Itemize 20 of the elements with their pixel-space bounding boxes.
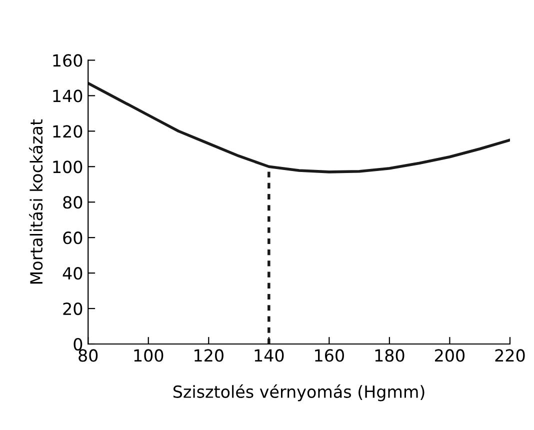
y-axis-title: Mortalitási kockázat xyxy=(29,119,43,284)
y-tick-label: 100 xyxy=(53,160,82,174)
x-axis-title: Szisztolés vérnyomás (Hgmm) xyxy=(173,384,424,402)
x-tick-label: 120 xyxy=(194,349,224,362)
x-tick-label: 100 xyxy=(134,349,164,362)
y-tick-label: 140 xyxy=(53,90,82,102)
x-tick-label: 180 xyxy=(375,349,404,362)
x-tick-label: 200 xyxy=(435,349,465,362)
y-tick-label: 80 xyxy=(63,196,82,209)
y-tick-label: 160 xyxy=(53,54,82,67)
y-tick-label: 120 xyxy=(53,125,82,138)
y-tick-label: 0 xyxy=(74,338,82,351)
y-tick-label: 40 xyxy=(62,267,82,280)
y-tick-label: 60 xyxy=(63,232,82,244)
y-tick-label: 20 xyxy=(63,302,82,316)
x-tick-label: 160 xyxy=(315,349,344,362)
x-tick-label: 80 xyxy=(78,349,98,362)
x-tick-label: 140 xyxy=(254,349,284,362)
line-series xyxy=(88,82,510,174)
x-tick-label: 220 xyxy=(495,349,525,362)
